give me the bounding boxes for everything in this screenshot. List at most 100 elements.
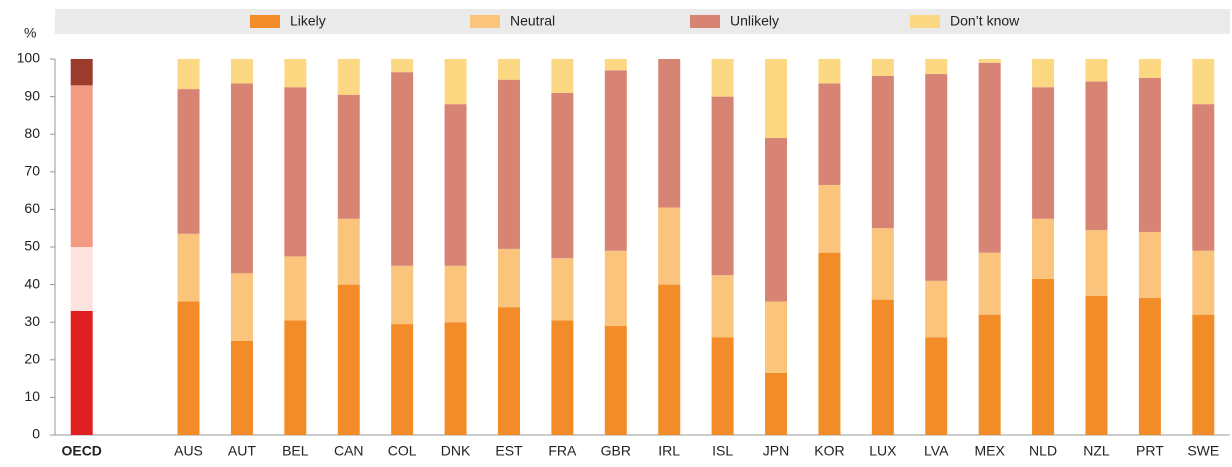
bar-segment <box>871 75 894 229</box>
legend-background <box>55 9 1230 34</box>
legend-swatch <box>250 15 280 28</box>
bar-segment <box>604 70 627 251</box>
x-tick-label: MEX <box>974 443 1005 459</box>
bar-segment <box>444 322 467 435</box>
bar-segment <box>604 325 627 435</box>
bar-segment <box>284 320 307 435</box>
bar-segment <box>604 250 627 326</box>
bar-segment <box>70 85 93 247</box>
x-tick-label: COL <box>388 443 417 459</box>
bar-segment <box>1138 59 1161 78</box>
y-tick-label: 70 <box>24 163 40 179</box>
bar-segment <box>978 252 1001 315</box>
x-tick-label: NZL <box>1083 443 1110 459</box>
bar-segment <box>337 59 360 95</box>
bar-segment <box>658 207 681 285</box>
bar-segment <box>1032 59 1055 88</box>
bar-segment <box>871 299 894 435</box>
bar-segment <box>177 233 200 302</box>
x-tick-label: JPN <box>763 443 789 459</box>
bar-segment <box>1032 278 1055 435</box>
bar-segment <box>711 275 734 338</box>
bar-segment <box>1085 230 1108 296</box>
legend-swatch <box>690 15 720 28</box>
x-tick-label: KOR <box>814 443 844 459</box>
bar-segment <box>978 62 1001 253</box>
x-tick-label: BEL <box>282 443 309 459</box>
bar-segment <box>497 79 520 249</box>
bar-segment <box>70 59 93 86</box>
legend-label: Likely <box>290 13 326 29</box>
bar-segment <box>658 284 681 435</box>
bar-segment <box>391 324 414 435</box>
bar-segment <box>551 92 574 259</box>
legend-label: Neutral <box>510 13 555 29</box>
x-tick-label: LVA <box>924 443 949 459</box>
bar-segment <box>818 252 841 435</box>
bar-segment <box>711 59 734 97</box>
legend-swatch <box>470 15 500 28</box>
x-tick-label: IRL <box>658 443 680 459</box>
bar-segment <box>230 341 253 435</box>
y-tick-label: 20 <box>24 351 40 367</box>
x-tick-label: ISL <box>712 443 733 459</box>
bar-segment <box>444 265 467 323</box>
bar-segment <box>765 301 788 373</box>
bar-segment <box>551 258 574 321</box>
bar-segment <box>70 310 93 435</box>
x-tick-label: GBR <box>601 443 631 459</box>
bar-segment <box>444 59 467 105</box>
bar-segment <box>497 307 520 435</box>
bar-segment <box>818 184 841 253</box>
bar-segment <box>391 72 414 266</box>
bar-segment <box>925 74 948 281</box>
bar-segment <box>177 301 200 435</box>
bar-segment <box>177 59 200 90</box>
bar-segment <box>337 218 360 285</box>
y-tick-label: 30 <box>24 313 40 329</box>
bar-segment <box>818 59 841 84</box>
bar-segment <box>230 59 253 84</box>
bar-segment <box>284 59 307 88</box>
bar-segment <box>978 59 1001 63</box>
x-tick-label: NLD <box>1029 443 1057 459</box>
legend-label: Unlikely <box>730 13 779 29</box>
y-tick-label: 50 <box>24 238 40 254</box>
bar-segment <box>1138 231 1161 298</box>
bar-segment <box>70 247 93 311</box>
bar-segment <box>925 337 948 435</box>
bar-segment <box>1085 295 1108 435</box>
y-tick-label: 0 <box>32 426 40 442</box>
bar-segment <box>497 248 520 308</box>
bar-segment <box>765 59 788 138</box>
x-tick-label: AUT <box>228 443 256 459</box>
bar-segment <box>391 59 414 73</box>
bar-segment <box>284 256 307 321</box>
bar-segment <box>391 265 414 325</box>
y-tick-label: 60 <box>24 200 40 216</box>
bar-segment <box>871 59 894 76</box>
legend-label: Don’t know <box>950 13 1020 29</box>
x-tick-label: DNK <box>441 443 471 459</box>
bar-segment <box>444 104 467 266</box>
bar-segment <box>1192 250 1215 315</box>
bar-segment <box>1085 59 1108 82</box>
y-tick-label: 40 <box>24 275 40 291</box>
y-tick-label: 90 <box>24 87 40 103</box>
y-tick-label: 80 <box>24 125 40 141</box>
bar-segment <box>1192 59 1215 105</box>
bar-segment <box>925 280 948 338</box>
bar-segment <box>658 59 681 208</box>
x-tick-label: PRT <box>1136 443 1164 459</box>
bar-segment <box>711 96 734 276</box>
bar-segment <box>925 59 948 75</box>
bar-segment <box>711 337 734 435</box>
x-tick-label: CAN <box>334 443 364 459</box>
bar-segment <box>1192 314 1215 435</box>
bar-segment <box>871 228 894 300</box>
bar-segment <box>604 59 627 71</box>
bar-segment <box>765 372 788 435</box>
bar-segment <box>978 314 1001 435</box>
x-tick-label: SWE <box>1187 443 1219 459</box>
